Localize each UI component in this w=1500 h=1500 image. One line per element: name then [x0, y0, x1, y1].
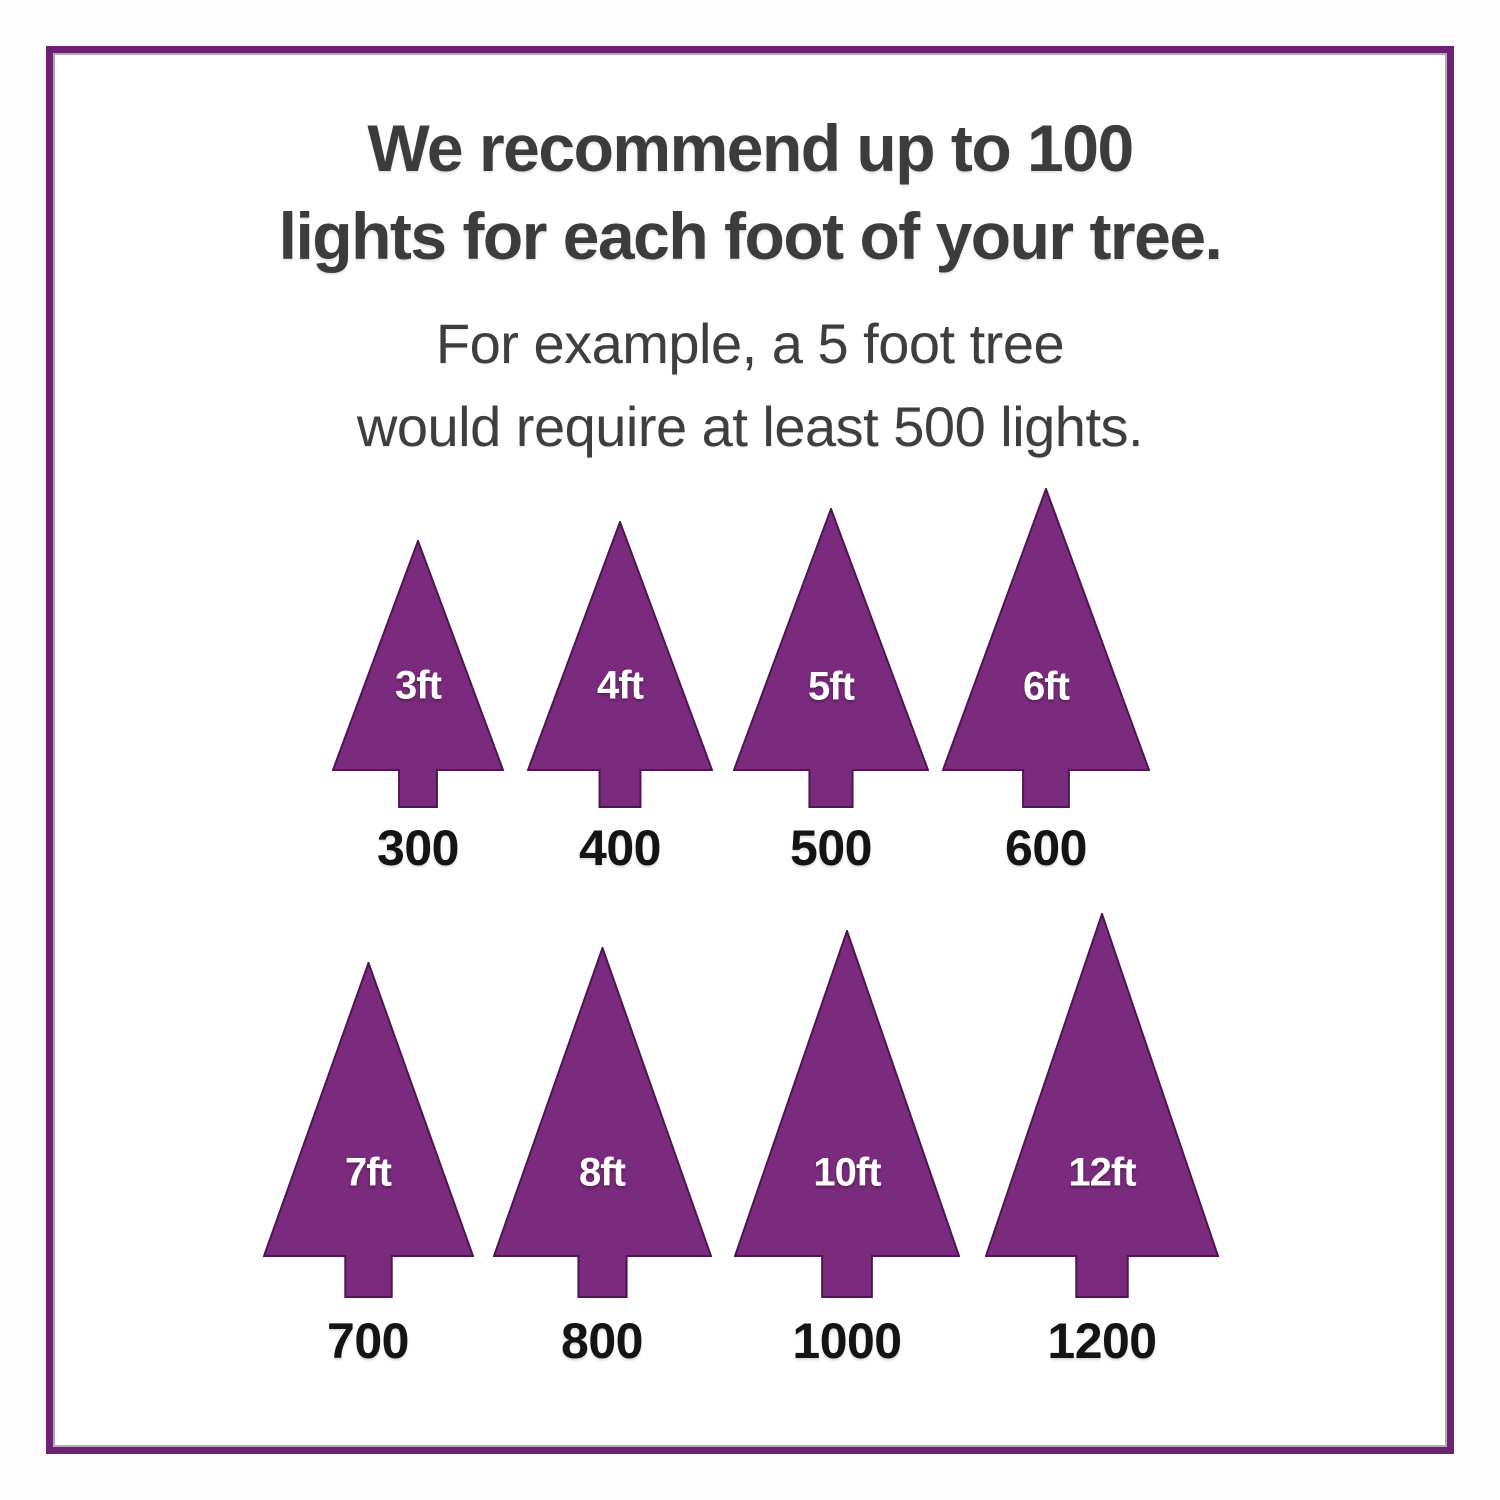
tree-7ft: 7ft — [262, 962, 474, 1298]
tree-3ft: 3ft — [332, 540, 504, 808]
tree-shape — [734, 930, 960, 1298]
tree-12ft: 12ft — [985, 913, 1219, 1298]
tree-height-label: 8ft — [579, 1150, 626, 1195]
tree-shape — [733, 508, 929, 808]
tree-8ft: 8ft — [492, 947, 712, 1298]
tree-10ft: 10ft — [734, 930, 960, 1298]
tree-4ft: 4ft — [527, 521, 713, 808]
tree-6ft: 6ft — [942, 488, 1150, 808]
tree-height-label: 10ft — [813, 1150, 881, 1195]
tree-height-label: 5ft — [808, 664, 855, 709]
tree-height-label: 3ft — [395, 663, 442, 708]
tree-shape — [942, 488, 1150, 808]
tree-5ft: 5ft — [733, 508, 929, 808]
tree-height-label: 4ft — [597, 663, 644, 708]
tree-shape — [262, 962, 474, 1298]
tree-height-label: 6ft — [1023, 664, 1070, 709]
lights-count: 500 — [790, 820, 872, 876]
lights-count: 800 — [561, 1313, 643, 1369]
subtitle-line-2: would require at least 500 lights. — [356, 395, 1144, 458]
title-line-1: We recommend up to 100 — [367, 111, 1134, 185]
lights-count: 400 — [579, 820, 661, 876]
subtitle: For example, a 5 foot tree would require… — [0, 302, 1500, 468]
tree-shape — [332, 540, 504, 808]
lights-count: 300 — [377, 820, 459, 876]
lights-count: 1200 — [1047, 1313, 1157, 1369]
tree-height-label: 12ft — [1068, 1150, 1136, 1195]
tree-shape — [527, 521, 713, 808]
lights-count: 600 — [1005, 820, 1087, 876]
lights-count: 700 — [327, 1313, 409, 1369]
tree-shape — [492, 947, 712, 1298]
tree-shape — [985, 913, 1219, 1298]
headings: We recommend up to 100 lights for each f… — [0, 104, 1500, 468]
title-line-2: lights for each foot of your tree. — [278, 199, 1223, 273]
subtitle-line-1: For example, a 5 foot tree — [435, 312, 1065, 375]
lights-count: 1000 — [792, 1313, 902, 1369]
tree-height-label: 7ft — [345, 1150, 392, 1195]
